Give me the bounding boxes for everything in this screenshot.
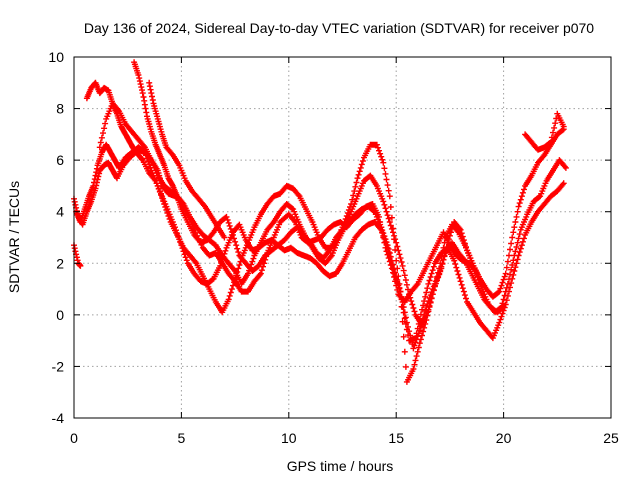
y-tick-label: 10 [48, 49, 64, 65]
data-point-markers [71, 242, 84, 269]
x-tick-label: 5 [178, 430, 186, 446]
x-tick-label: 25 [603, 430, 619, 446]
data-point-markers [131, 59, 481, 385]
x-tick-labels: 0 5 10 15 20 25 [70, 430, 619, 446]
y-tick-label: -4 [52, 410, 65, 426]
y-tick-label: 6 [56, 152, 64, 168]
series-1 [71, 242, 84, 269]
y-tick-label: 8 [56, 101, 64, 117]
y-tick-label: 4 [56, 204, 64, 220]
series-8 [522, 110, 567, 153]
x-tick-label: 15 [388, 430, 404, 446]
data-series [71, 59, 569, 385]
x-tick-label: 10 [281, 430, 297, 446]
data-point-markers [522, 110, 567, 153]
y-tick-labels: -4 -2 0 2 4 6 8 10 [48, 49, 64, 426]
y-tick-label: 2 [56, 255, 64, 271]
y-axis-label: SDTVAR / TECUs [6, 181, 22, 293]
x-tick-label: 20 [496, 430, 512, 446]
data-point-markers [146, 79, 228, 241]
x-axis-label: GPS time / hours [287, 458, 394, 474]
data-point-markers [73, 141, 567, 344]
series-6 [131, 59, 481, 385]
series-3 [73, 141, 567, 344]
series-7 [146, 79, 228, 241]
axis-ticks [73, 56, 612, 419]
y-tick-label: 0 [56, 307, 64, 323]
y-tick-label: -2 [52, 358, 65, 374]
x-tick-label: 0 [70, 430, 78, 446]
chart-title: Day 136 of 2024, Sidereal Day-to-day VTE… [84, 20, 594, 36]
plot-frame [73, 56, 612, 419]
data-point-markers [71, 146, 569, 316]
series-2 [71, 146, 569, 316]
